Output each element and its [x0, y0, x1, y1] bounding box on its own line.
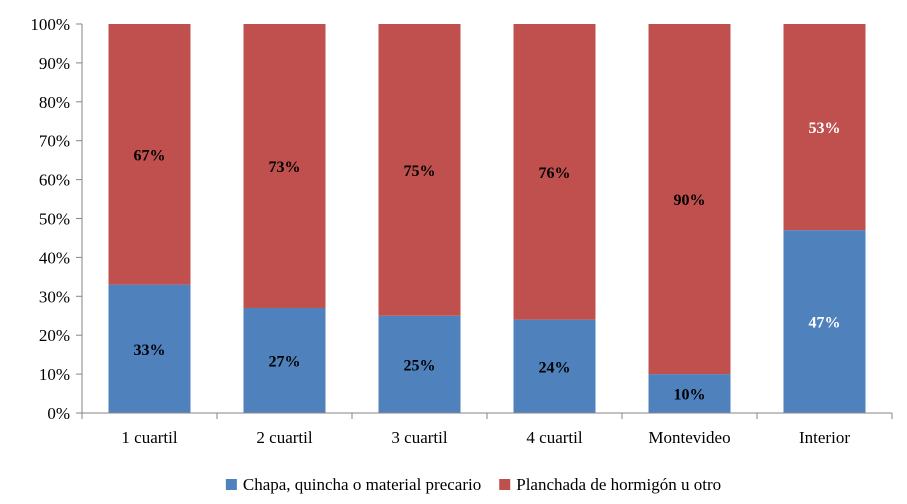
bar-planchada-5	[648, 24, 731, 375]
bar-chapa-1	[108, 284, 191, 413]
bar-planchada-3	[378, 24, 461, 316]
y-tick-label: 100%	[30, 15, 70, 34]
data-label-planchada-3: 75%	[404, 163, 436, 180]
x-category-label: 4 cuartil	[526, 428, 582, 447]
data-label-chapa-4: 24%	[539, 359, 571, 376]
y-tick-label: 80%	[39, 93, 70, 112]
bar-chapa-3	[378, 315, 461, 413]
bar-chapa-2	[243, 307, 326, 413]
data-label-chapa-3: 25%	[404, 357, 436, 374]
bar-planchada-6	[783, 24, 866, 231]
x-category-label: 3 cuartil	[391, 428, 447, 447]
legend: Chapa, quincha o material precario Planch…	[225, 475, 721, 494]
data-label-planchada-1: 67%	[134, 147, 166, 164]
legend-label-planchada: Planchada de hormigón u otro	[516, 475, 721, 494]
data-label-planchada-6: 53%	[809, 120, 841, 137]
legend-label-chapa: Chapa, quincha o material precario	[243, 475, 481, 494]
bar-planchada-2	[243, 24, 326, 308]
data-label-chapa-1: 33%	[134, 342, 166, 359]
axes-layer: 0% 10% 20% 30% 40% 50% 60% 70% 80% 90% 100% 1 cuart…	[30, 15, 893, 447]
data-label-planchada-5: 90%	[674, 192, 706, 209]
y-tick-label: 60%	[39, 171, 70, 190]
bar-chapa-4	[513, 319, 596, 413]
bars-layer	[108, 24, 866, 413]
bar-planchada-1	[108, 24, 191, 285]
data-label-chapa-2: 27%	[269, 353, 301, 370]
y-tick-label: 30%	[39, 287, 70, 306]
data-label-planchada-4: 76%	[539, 165, 571, 182]
y-tick-label: 0%	[47, 404, 70, 423]
y-tick-label: 70%	[39, 132, 70, 151]
data-labels-layer: 33% 67% 27% 73% 25% 75% 24% 76% 10% 90% 47% 53%	[134, 120, 841, 403]
bar-chapa-6	[783, 230, 866, 413]
y-tick-label: 10%	[39, 365, 70, 384]
legend-swatch-chapa	[225, 479, 237, 490]
y-tick-label: 20%	[39, 326, 70, 345]
y-tick-label: 40%	[39, 248, 70, 267]
x-category-label: 1 cuartil	[121, 428, 177, 447]
y-tick-label: 50%	[39, 210, 70, 229]
data-label-planchada-2: 73%	[269, 159, 301, 176]
y-tick-label: 90%	[39, 54, 70, 73]
x-category-label: Interior	[799, 428, 850, 447]
bar-planchada-4	[513, 24, 596, 320]
data-label-chapa-5: 10%	[674, 387, 706, 404]
data-label-chapa-6: 47%	[809, 315, 841, 332]
legend-swatch-planchada	[499, 479, 511, 490]
x-category-label: Montevideo	[648, 428, 730, 447]
x-category-label: 2 cuartil	[256, 428, 312, 447]
bar-chapa-5	[648, 374, 731, 413]
